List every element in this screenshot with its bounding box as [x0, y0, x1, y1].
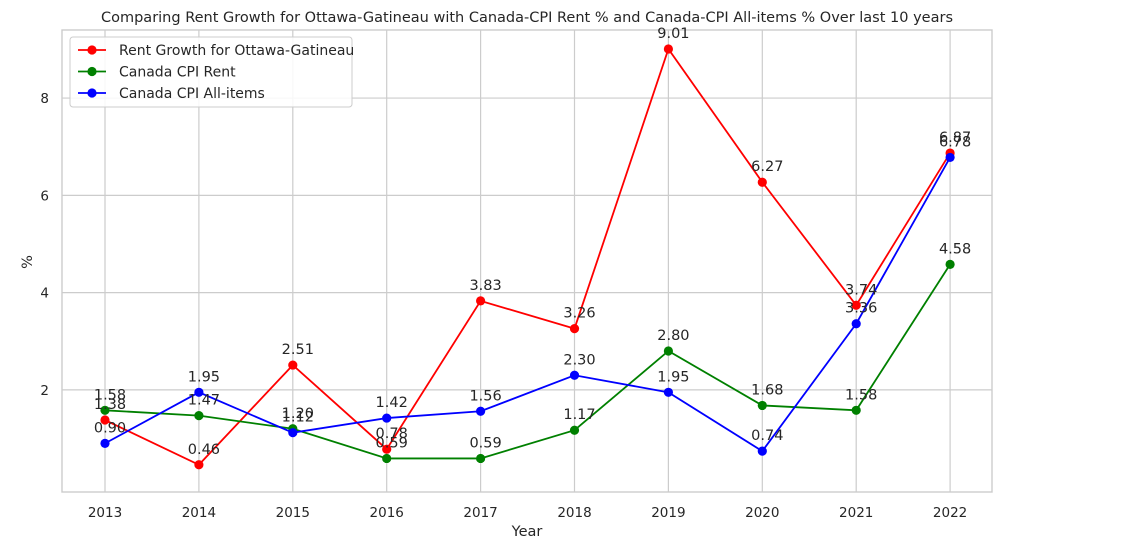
data-point: [663, 44, 674, 54]
data-label: 3.36: [845, 301, 877, 317]
data-point: [382, 453, 392, 464]
data-point: [569, 323, 580, 334]
data-label: 9.01: [657, 26, 689, 42]
data-label: 6.87: [939, 130, 971, 146]
x-tick-label: 2017: [463, 505, 497, 521]
data-label: 3.74: [845, 282, 877, 298]
data-point: [100, 405, 110, 415]
x-tick-label: 2019: [651, 505, 685, 521]
x-axis-label: Year: [511, 524, 543, 540]
y-axis-ticks: 2 4 6 8: [40, 91, 49, 399]
data-point: [476, 296, 486, 306]
x-axis-ticks: 2013 2014 2015 2016 2017 2018 2019 2020 2021 2022: [88, 505, 967, 521]
data-label: 0.74: [751, 428, 783, 444]
y-axis-label: %: [20, 255, 36, 269]
x-tick-label: 2013: [88, 505, 122, 521]
data-point: [288, 428, 298, 438]
data-point: [569, 370, 580, 380]
series-line: [104, 46, 951, 466]
series-line: [104, 263, 951, 460]
data-point: [663, 346, 674, 356]
plot-frame: [61, 29, 993, 493]
data-point: [194, 460, 204, 470]
data-point: [476, 406, 486, 416]
data-point: [100, 438, 110, 448]
x-tick-label: 2016: [370, 505, 404, 521]
data-point: [757, 177, 767, 187]
data-point: [851, 405, 861, 415]
data-label: 1.12: [282, 410, 314, 426]
y-tick-label: 8: [40, 91, 49, 107]
data-label: 0.90: [94, 420, 126, 436]
data-label: 3.26: [563, 306, 595, 322]
data-point: [382, 413, 392, 423]
data-label: 0.78: [376, 426, 408, 442]
data-point: [476, 453, 486, 464]
data-label: 2.51: [282, 342, 314, 358]
data-label: 1.58: [845, 387, 877, 403]
data-label: 0.59: [376, 435, 408, 451]
legend-entry: Rent Growth for Ottawa-Gatineau: [119, 43, 354, 59]
y-tick-label: 4: [40, 286, 49, 302]
data-point: [757, 446, 767, 456]
legend-box: [69, 36, 353, 108]
data-label: 6.27: [751, 159, 783, 175]
legend: Rent Growth for Ottawa-Gatineau Canada CP…: [69, 36, 354, 108]
y-tick-label: 2: [40, 383, 49, 399]
data-point: [663, 387, 674, 397]
data-point: [194, 387, 204, 397]
data-label: 1.38: [94, 397, 126, 413]
data-point: [382, 444, 392, 454]
data-label: 1.95: [188, 369, 220, 385]
data-point: [851, 319, 861, 329]
data-point: [945, 152, 955, 163]
x-tick-label: 2018: [557, 505, 591, 521]
data-label: 1.42: [376, 395, 408, 411]
data-point: [851, 300, 861, 310]
data-point: [100, 415, 110, 425]
data-point: [945, 259, 955, 270]
data-label: 4.58: [939, 241, 971, 257]
legend-marker: [87, 88, 97, 98]
data-point: [288, 360, 298, 370]
series-line: [104, 156, 951, 453]
data-point: [194, 411, 204, 421]
data-label: 2.30: [563, 352, 595, 368]
x-tick-label: 2022: [933, 505, 967, 521]
x-tick-label: 2015: [276, 505, 310, 521]
data-point: [757, 400, 767, 411]
data-labels: 1.38 0.46 2.51 0.78 3.83 3.26 9.01 6.27 3.74 6.87…: [94, 26, 971, 458]
data-label: 1.68: [751, 382, 783, 398]
data-label: 2.80: [657, 328, 689, 344]
data-label: 0.59: [469, 435, 501, 451]
legend-marker: [87, 45, 97, 55]
y-tick-label: 6: [40, 188, 49, 204]
data-point: [569, 425, 580, 435]
legend-entry: Canada CPI All-items: [119, 86, 265, 102]
data-label: 1.58: [94, 387, 126, 403]
x-tick-label: 2021: [839, 505, 873, 521]
legend-marker: [87, 66, 97, 77]
data-label: 6.78: [939, 134, 971, 150]
data-label: 1.95: [657, 369, 689, 385]
data-label: 1.20: [282, 406, 314, 422]
data-label: 0.46: [188, 442, 220, 458]
data-label: 1.47: [188, 393, 220, 409]
data-label: 1.56: [469, 388, 501, 404]
data-label: 3.83: [469, 278, 501, 294]
x-tick-label: 2014: [182, 505, 216, 521]
chart-title: Comparing Rent Growth for Ottawa-Gatinea…: [101, 10, 953, 26]
x-tick-label: 2020: [745, 505, 779, 521]
legend-entry: Canada CPI Rent: [119, 65, 236, 81]
data-label: 1.17: [563, 407, 595, 423]
series-group: [100, 44, 955, 470]
